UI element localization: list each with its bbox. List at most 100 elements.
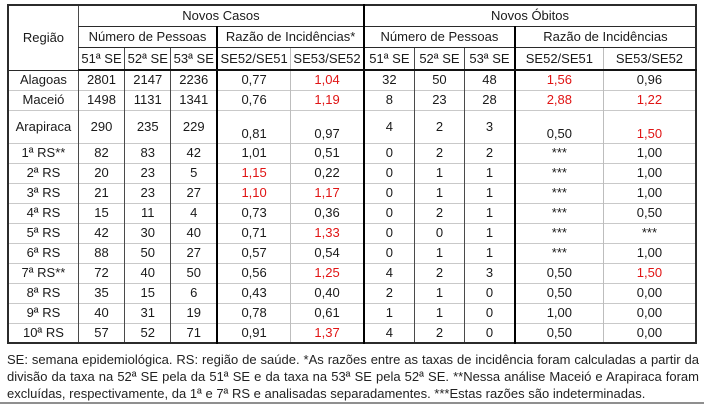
cases-count-cell: 235 (124, 109, 171, 143)
deaths-count-cell: 0 (363, 142, 415, 163)
cases-count-cell: 20 (77, 162, 125, 183)
table-row: 3ª RS 21 23 27 1,10 1,17 0 1 1 *** 1,00 (8, 182, 696, 203)
table-row: 6ª RS 88 50 27 0,57 0,54 0 1 1 *** 1,00 (8, 242, 696, 263)
cases-count-cell: 23 (124, 182, 171, 203)
cases-ratio53-52-header: SE53/SE52 (290, 47, 365, 71)
cases-count-cell: 19 (170, 302, 218, 323)
footnote: SE: semana epidemiológica. RS: região de… (7, 352, 699, 401)
bottom-rule (0, 402, 704, 404)
deaths-week53-header: 53ª SE (464, 47, 515, 71)
deaths-ratio-cell: *** (602, 222, 696, 243)
deaths-ratio-cell: 0,00 (602, 322, 696, 343)
cases-ratio-cell: 1,15 (216, 162, 291, 183)
region-cell: 5ª RS (8, 222, 79, 243)
cases-ratio-cell: 1,01 (216, 142, 291, 163)
deaths-ratio-cell: 1,00 (602, 242, 696, 263)
deaths-ratio-cell: 1,00 (602, 182, 696, 203)
deaths-count-cell: 4 (363, 322, 415, 343)
deaths-ratio-cell: 1,00 (602, 142, 696, 163)
deaths-count-cell: 28 (464, 89, 515, 110)
region-cell: 9ª RS (8, 302, 79, 323)
deaths-count-cell: 1 (464, 202, 515, 223)
table-row: 4ª RS 15 11 4 0,73 0,36 0 2 1 *** 0,50 (8, 202, 696, 223)
table-row: 8ª RS 35 15 6 0,43 0,40 2 1 0 0,50 0,00 (8, 282, 696, 303)
deaths-ratio-cell: 1,50 (602, 109, 696, 143)
cases-week52-header: 52ª SE (124, 47, 171, 71)
deaths-count-cell: 48 (464, 69, 515, 90)
header-row-subgroups: Número de Pessoas Razão de Incidências* … (8, 26, 696, 48)
cases-count-cell: 42 (77, 222, 125, 243)
table-row: 9ª RS 40 31 19 0,78 0,61 1 1 0 1,00 0,00 (8, 302, 696, 323)
deaths-count-cell: 0 (464, 322, 515, 343)
deaths-week51-header: 51ª SE (363, 47, 415, 71)
cases-count-cell: 2147 (124, 69, 171, 90)
region-column-header: Região (8, 5, 79, 71)
deaths-count-cell: 0 (363, 202, 415, 223)
region-cell: 8ª RS (8, 282, 79, 303)
deaths-ratio-cell: *** (513, 182, 604, 203)
deaths-ratio-cell: 2,88 (513, 89, 604, 110)
cases-count-cell: 88 (77, 242, 125, 263)
cases-week51-header: 51ª SE (77, 47, 125, 71)
cases-ratio52-51-header: SE52/SE51 (216, 47, 291, 71)
cases-week53-header: 53ª SE (170, 47, 218, 71)
cases-count-cell: 72 (77, 262, 125, 283)
incidence-table: Região Novos Casos Novos Óbitos Número d… (7, 4, 697, 344)
deaths-count-cell: 0 (363, 162, 415, 183)
deaths-count-cell: 1 (363, 302, 415, 323)
cases-ratio-cell: 1,33 (290, 222, 365, 243)
deaths-count-cell: 1 (413, 242, 465, 263)
table-row: 7ª RS** 72 40 50 0,56 1,25 4 2 3 0,50 1,50 (8, 262, 696, 283)
deaths-count-cell: 0 (363, 242, 415, 263)
table-row: Maceió 1498 1131 1341 0,76 1,19 8 23 28 2,88 1,22 (8, 89, 696, 110)
cases-count-cell: 21 (77, 182, 125, 203)
cases-count-cell: 1131 (124, 89, 171, 110)
cases-count-cell: 290 (77, 109, 125, 143)
deaths-ratio-cell: 1,56 (513, 69, 604, 90)
cases-ratio-cell: 1,25 (290, 262, 365, 283)
table-row: 1ª RS** 82 83 42 1,01 0,51 0 2 2 *** 1,00 (8, 142, 696, 163)
deaths-count-cell: 2 (413, 322, 465, 343)
cases-ratio-cell: 0,57 (216, 242, 291, 263)
deaths-ratio-cell: *** (513, 242, 604, 263)
cases-count-cell: 57 (77, 322, 125, 343)
region-cell: 6ª RS (8, 242, 79, 263)
deaths-ratio-cell: 0,50 (513, 322, 604, 343)
new-deaths-group-header: Novos Óbitos (363, 5, 696, 27)
header-row-weeks: 51ª SE 52ª SE 53ª SE SE52/SE51 SE53/SE52… (8, 47, 696, 71)
deaths-count-cell: 1 (464, 182, 515, 203)
cases-ratio-header: Razão de Incidências* (216, 26, 365, 48)
cases-ratio-cell: 0,40 (290, 282, 365, 303)
region-cell: Maceió (8, 89, 79, 110)
cases-count-cell: 31 (124, 302, 171, 323)
table-row: Arapiraca 290 235 229 0,81 0,97 4 2 3 0,50 1,50 (8, 109, 696, 143)
deaths-count-cell: 2 (413, 202, 465, 223)
deaths-count-cell: 32 (363, 69, 415, 90)
cases-ratio-cell: 0,61 (290, 302, 365, 323)
cases-count-cell: 1498 (77, 89, 125, 110)
cases-ratio-cell: 0,78 (216, 302, 291, 323)
cases-count-cell: 82 (77, 142, 125, 163)
deaths-count-cell: 1 (413, 182, 465, 203)
region-cell: 7ª RS** (8, 262, 79, 283)
region-cell: 10ª RS (8, 322, 79, 343)
cases-ratio-cell: 0,76 (216, 89, 291, 110)
table-row: 2ª RS 20 23 5 1,15 0,22 0 1 1 *** 1,00 (8, 162, 696, 183)
deaths-count-cell: 0 (363, 182, 415, 203)
new-cases-group-header: Novos Casos (77, 5, 365, 27)
deaths-ratio-cell: *** (513, 222, 604, 243)
deaths-ratio-cell: 1,00 (602, 162, 696, 183)
table-body: Alagoas 2801 2147 2236 0,77 1,04 32 50 48 1,56 0,9… (8, 69, 696, 343)
deaths-ratio-cell: 0,50 (513, 262, 604, 283)
cases-ratio-cell: 1,37 (290, 322, 365, 343)
cases-count-cell: 229 (170, 109, 218, 143)
cases-ratio-cell: 0,81 (216, 109, 291, 143)
cases-count-cell: 5 (170, 162, 218, 183)
deaths-count-cell: 4 (363, 109, 415, 143)
cases-count-cell: 2801 (77, 69, 125, 90)
deaths-count-cell: 1 (464, 162, 515, 183)
cases-count-cell: 23 (124, 162, 171, 183)
cases-count-cell: 40 (77, 302, 125, 323)
deaths-count-cell: 23 (413, 89, 465, 110)
